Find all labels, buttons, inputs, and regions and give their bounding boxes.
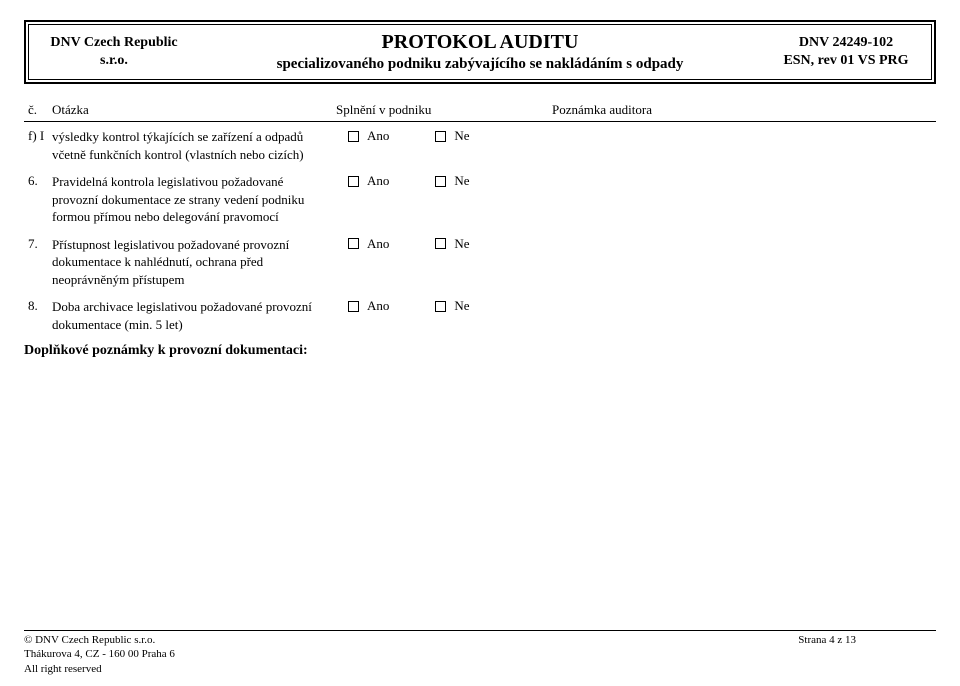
- row-answer: Ano Ne: [336, 236, 552, 289]
- col-header-note: Poznámka auditora: [552, 102, 936, 118]
- row-number: 8.: [24, 298, 52, 333]
- col-header-question: Otázka: [52, 102, 336, 118]
- doc-subtitle: specializovaného podniku zabývajícího se…: [209, 56, 751, 73]
- table-header-row: č. Otázka Splnění v podniku Poznámka aud…: [24, 102, 936, 122]
- label-no: Ne: [454, 298, 469, 314]
- header-left: DNV Czech Republic s.r.o.: [29, 25, 199, 79]
- company-name-line2: s.r.o.: [39, 52, 189, 70]
- doc-title: PROTOKOL AUDITU: [209, 31, 751, 54]
- label-yes: Ano: [367, 128, 389, 144]
- table-row: 8. Doba archivace legislativou požadovan…: [24, 298, 936, 333]
- checkbox-yes[interactable]: [348, 238, 359, 249]
- footer-left: © DNV Czech Republic s.r.o. Thákurova 4,…: [24, 633, 798, 676]
- row-note: [552, 128, 936, 163]
- table-row: f) I výsledky kontrol týkajících se zaří…: [24, 128, 936, 163]
- row-question: Přístupnost legislativou požadované prov…: [52, 236, 336, 289]
- doc-code-line2: ESN, rev 01 VS PRG: [771, 52, 921, 70]
- row-note: [552, 173, 936, 226]
- label-no: Ne: [454, 173, 469, 189]
- checkbox-yes[interactable]: [348, 131, 359, 142]
- table-row: 7. Přístupnost legislativou požadované p…: [24, 236, 936, 289]
- label-yes: Ano: [367, 173, 389, 189]
- label-yes: Ano: [367, 298, 389, 314]
- checkbox-yes[interactable]: [348, 301, 359, 312]
- row-answer: Ano Ne: [336, 128, 552, 163]
- col-header-answer: Splnění v podniku: [336, 102, 552, 118]
- supplementary-heading: Doplňkové poznámky k provozní dokumentac…: [24, 343, 936, 359]
- row-number: 6.: [24, 173, 52, 226]
- company-name-line1: DNV Czech Republic: [39, 34, 189, 52]
- row-question: výsledky kontrol týkajících se zařízení …: [52, 128, 336, 163]
- row-answer: Ano Ne: [336, 173, 552, 226]
- checkbox-yes[interactable]: [348, 176, 359, 187]
- checkbox-no[interactable]: [435, 301, 446, 312]
- header-frame: DNV Czech Republic s.r.o. PROTOKOL AUDIT…: [24, 20, 936, 84]
- checkbox-no[interactable]: [435, 131, 446, 142]
- label-yes: Ano: [367, 236, 389, 252]
- header-inner: DNV Czech Republic s.r.o. PROTOKOL AUDIT…: [28, 24, 932, 80]
- footer-page: Strana 4 z 13: [798, 633, 936, 676]
- row-number: f) I: [24, 128, 52, 163]
- footer-address: Thákurova 4, CZ - 160 00 Praha 6: [24, 647, 798, 661]
- footer-copyright: © DNV Czech Republic s.r.o.: [24, 633, 798, 647]
- footer-rights: All right reserved: [24, 662, 798, 676]
- row-note: [552, 298, 936, 333]
- page-footer: © DNV Czech Republic s.r.o. Thákurova 4,…: [24, 630, 936, 676]
- col-header-number: č.: [24, 102, 52, 118]
- doc-code-line1: DNV 24249-102: [771, 34, 921, 52]
- header-right: DNV 24249-102 ESN, rev 01 VS PRG: [761, 25, 931, 79]
- row-number: 7.: [24, 236, 52, 289]
- row-question: Doba archivace legislativou požadované p…: [52, 298, 336, 333]
- label-no: Ne: [454, 236, 469, 252]
- table-row: 6. Pravidelná kontrola legislativou poža…: [24, 173, 936, 226]
- header-center: PROTOKOL AUDITU specializovaného podniku…: [199, 25, 761, 79]
- checkbox-no[interactable]: [435, 238, 446, 249]
- row-answer: Ano Ne: [336, 298, 552, 333]
- label-no: Ne: [454, 128, 469, 144]
- row-note: [552, 236, 936, 289]
- audit-table: č. Otázka Splnění v podniku Poznámka aud…: [24, 102, 936, 359]
- row-question: Pravidelná kontrola legislativou požadov…: [52, 173, 336, 226]
- checkbox-no[interactable]: [435, 176, 446, 187]
